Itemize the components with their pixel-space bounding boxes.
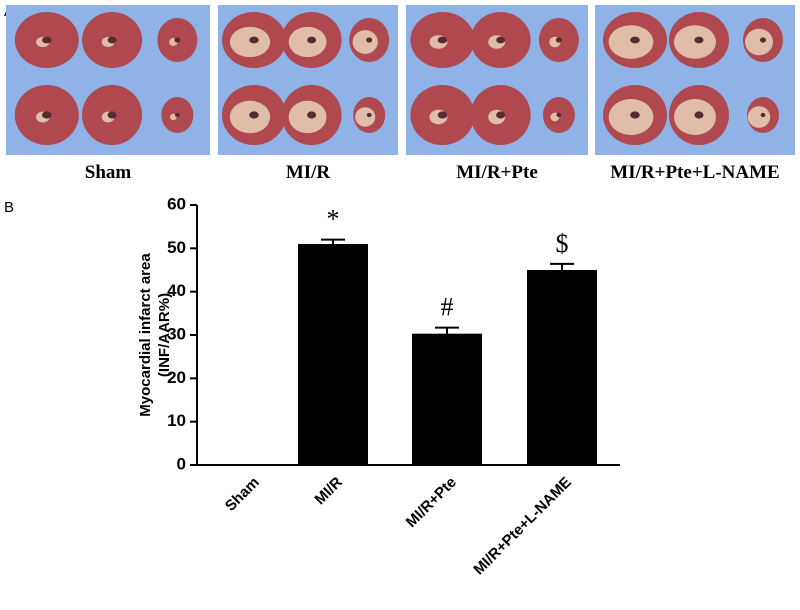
lumen (366, 112, 372, 118)
x-tick-label: MI/R (311, 474, 346, 509)
x-tick-label: MI/R+Pte+L-NAME (470, 474, 575, 579)
lumen (496, 111, 506, 119)
lumen (249, 36, 259, 44)
infarct-area (745, 28, 773, 56)
bar (527, 270, 597, 465)
infarct-area (747, 106, 771, 128)
lumen (249, 111, 259, 119)
lumen (307, 36, 317, 44)
lumen (694, 111, 704, 119)
lumen (496, 36, 506, 44)
y-tick-label: 10 (167, 411, 186, 430)
photo-caption: MI/R+Pte (456, 162, 538, 183)
infarct-area (608, 25, 654, 59)
lumen (437, 36, 448, 44)
infarct-area (674, 25, 716, 59)
significance-label: # (441, 293, 454, 322)
lumen (42, 36, 52, 44)
error-bar (550, 262, 574, 270)
y-axis-title-line: (INF/AAR%) (156, 293, 173, 377)
infarct-area (288, 26, 327, 58)
lumen (42, 111, 52, 119)
y-axis-title: Myocardial infarct area (INF/AAR%) (137, 253, 173, 417)
x-tick-label: MI/R+Pte (403, 474, 460, 531)
y-tick-label: 40 (167, 281, 186, 300)
lumen (694, 36, 704, 44)
lumen (107, 111, 117, 119)
lumen (760, 37, 766, 43)
infarct-area (352, 30, 378, 54)
y-tick-label: 30 (167, 324, 186, 343)
infarct-area (608, 99, 654, 135)
photo (218, 5, 398, 155)
infarct-area (288, 100, 327, 134)
photo-caption: MI/R+Pte+L-NAME (610, 162, 779, 183)
infarct-area (229, 26, 271, 58)
x-tick-label: Sham (222, 474, 263, 515)
photo-caption: MI/R (286, 162, 331, 183)
bar (298, 244, 368, 465)
lumen (174, 112, 180, 118)
error-bar (435, 326, 459, 334)
error-bar (321, 238, 345, 244)
photo-caption: Sham (85, 162, 132, 183)
y-axis-title-line: Myocardial infarct area (137, 253, 154, 417)
lumen (366, 37, 373, 43)
photo (406, 5, 588, 155)
lumen (760, 112, 766, 118)
y-tick-label: 20 (167, 368, 186, 387)
infarct-area (229, 100, 271, 134)
lumen (630, 111, 640, 119)
lumen (307, 111, 317, 119)
photo (595, 5, 795, 155)
y-tick-label: 60 (167, 194, 186, 213)
lumen (107, 36, 117, 44)
photo (6, 5, 210, 155)
lumen (556, 112, 562, 118)
infarct-area (355, 107, 376, 127)
lumen (174, 37, 181, 43)
y-tick-label: 50 (167, 238, 186, 257)
lumen (555, 37, 562, 43)
lumen (437, 111, 448, 119)
significance-label: $ (556, 229, 569, 258)
y-tick-label: 0 (177, 454, 186, 473)
bar (412, 333, 482, 465)
significance-label: * (327, 205, 340, 234)
infarct-area (674, 99, 716, 135)
lumen (630, 36, 640, 44)
panel-label: B (4, 199, 14, 216)
